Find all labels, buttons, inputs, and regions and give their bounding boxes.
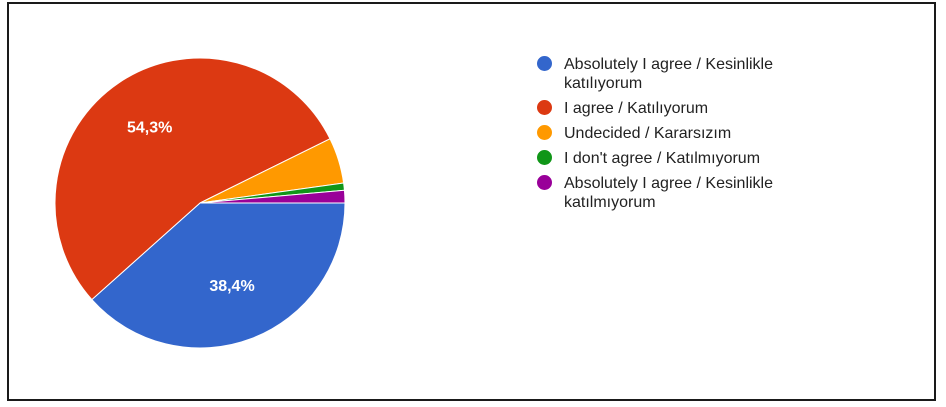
legend-label: Absolutely I agree / Kesinlikle katılıyo… — [564, 56, 773, 92]
legend-item-3[interactable]: Undecided / Kararsızım — [537, 124, 837, 143]
legend-item-4[interactable]: I don't agree / Katılmıyorum — [537, 149, 837, 168]
legend-swatch-icon — [537, 125, 552, 140]
slice-data-label-1: 38,4% — [209, 278, 254, 295]
legend-item-1[interactable]: Absolutely I agree / Kesinlikle katılıyo… — [537, 55, 837, 93]
legend-label: I don't agree / Katılmıyorum — [564, 150, 761, 167]
legend-swatch-icon — [537, 150, 552, 165]
legend-label: I agree / Katılıyorum — [564, 100, 709, 117]
legend-item-5[interactable]: Absolutely I agree / Kesinlikle katılmıy… — [537, 174, 837, 212]
legend-swatch-icon — [537, 100, 552, 115]
legend-item-2[interactable]: I agree / Katılıyorum — [537, 99, 837, 118]
legend-label: Undecided / Kararsızım — [564, 125, 732, 142]
chart-legend: Absolutely I agree / Kesinlikle katılıyo… — [537, 55, 837, 218]
pie-slice-1[interactable] — [91, 202, 346, 349]
legend-swatch-icon — [537, 56, 552, 71]
legend-swatch-icon — [537, 175, 552, 190]
pie-slice-2[interactable] — [54, 57, 331, 301]
slice-data-label-2: 54,3% — [127, 120, 172, 137]
legend-label: Absolutely I agree / Kesinlikle katılmıy… — [564, 175, 773, 211]
pie-slice-5[interactable] — [199, 189, 346, 204]
